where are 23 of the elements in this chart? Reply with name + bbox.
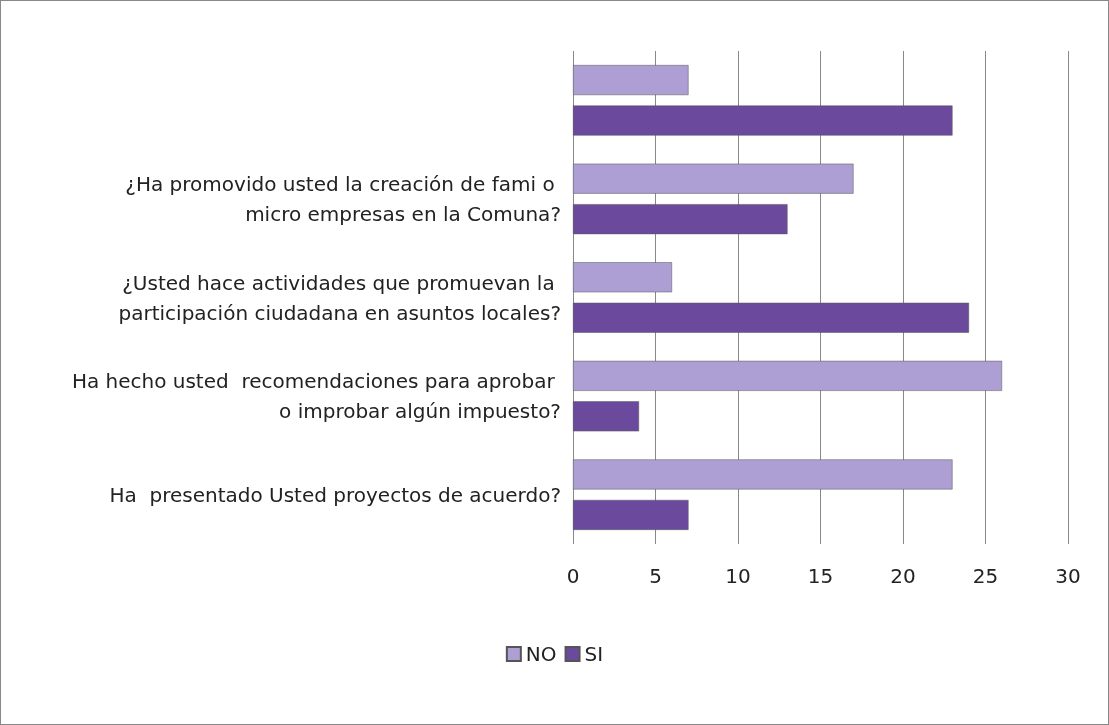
x-tick-label: 5 xyxy=(649,564,662,588)
bar xyxy=(573,302,969,333)
bar xyxy=(573,262,672,293)
legend-label: NO xyxy=(525,642,557,666)
bar xyxy=(573,65,689,96)
bar xyxy=(573,204,788,235)
x-tick-label: 20 xyxy=(890,564,916,588)
bar xyxy=(573,163,854,194)
x-tick-label: 0 xyxy=(566,564,580,588)
x-tick-label: 30 xyxy=(1055,564,1081,588)
y-tick-label: Ha hecho usted recomendaciones para aprobar o improbar algún impuesto? xyxy=(71,369,561,424)
bar xyxy=(573,105,953,136)
bar xyxy=(573,459,953,490)
bar xyxy=(573,401,639,432)
x-tick-label: 25 xyxy=(972,564,999,588)
x-tick-label: 15 xyxy=(807,564,834,588)
y-tick-label: ¿Usted hace actividades que promuevan la participación ciudadana en asuntos locales? xyxy=(118,270,561,325)
x-tick-label: 10 xyxy=(725,564,751,588)
bar xyxy=(573,499,689,530)
y-tick-label: ¿Ha promovido usted la creación de fami o micro empresas en la Comuna? xyxy=(125,171,561,226)
bar xyxy=(573,360,1002,391)
y-tick-label: Ha presentado Usted proyectos de acuerdo? xyxy=(109,482,561,507)
legend-label: SI xyxy=(584,642,604,666)
